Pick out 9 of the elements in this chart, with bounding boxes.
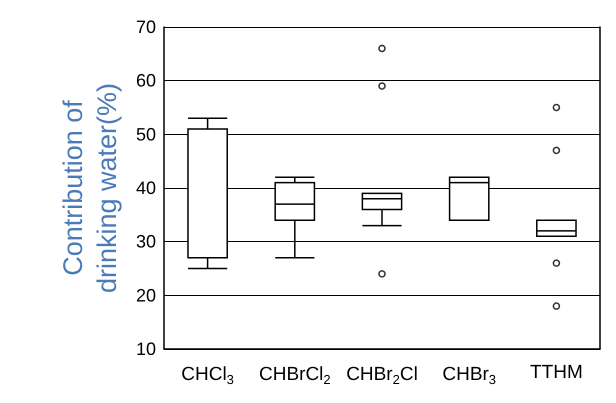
x-tick-label: TTHM: [530, 362, 583, 383]
y-tick-label: 30: [136, 232, 156, 252]
y-axis-title: Contribution of drinking water(%): [58, 82, 122, 294]
y-tick-label: 10: [136, 339, 156, 359]
y-tick-label: 20: [136, 285, 156, 306]
y-tick-label: 40: [136, 178, 156, 198]
y-tick-label: 70: [136, 17, 156, 37]
y-tick-label: 60: [136, 70, 156, 91]
y-tick-label: 50: [136, 124, 156, 144]
